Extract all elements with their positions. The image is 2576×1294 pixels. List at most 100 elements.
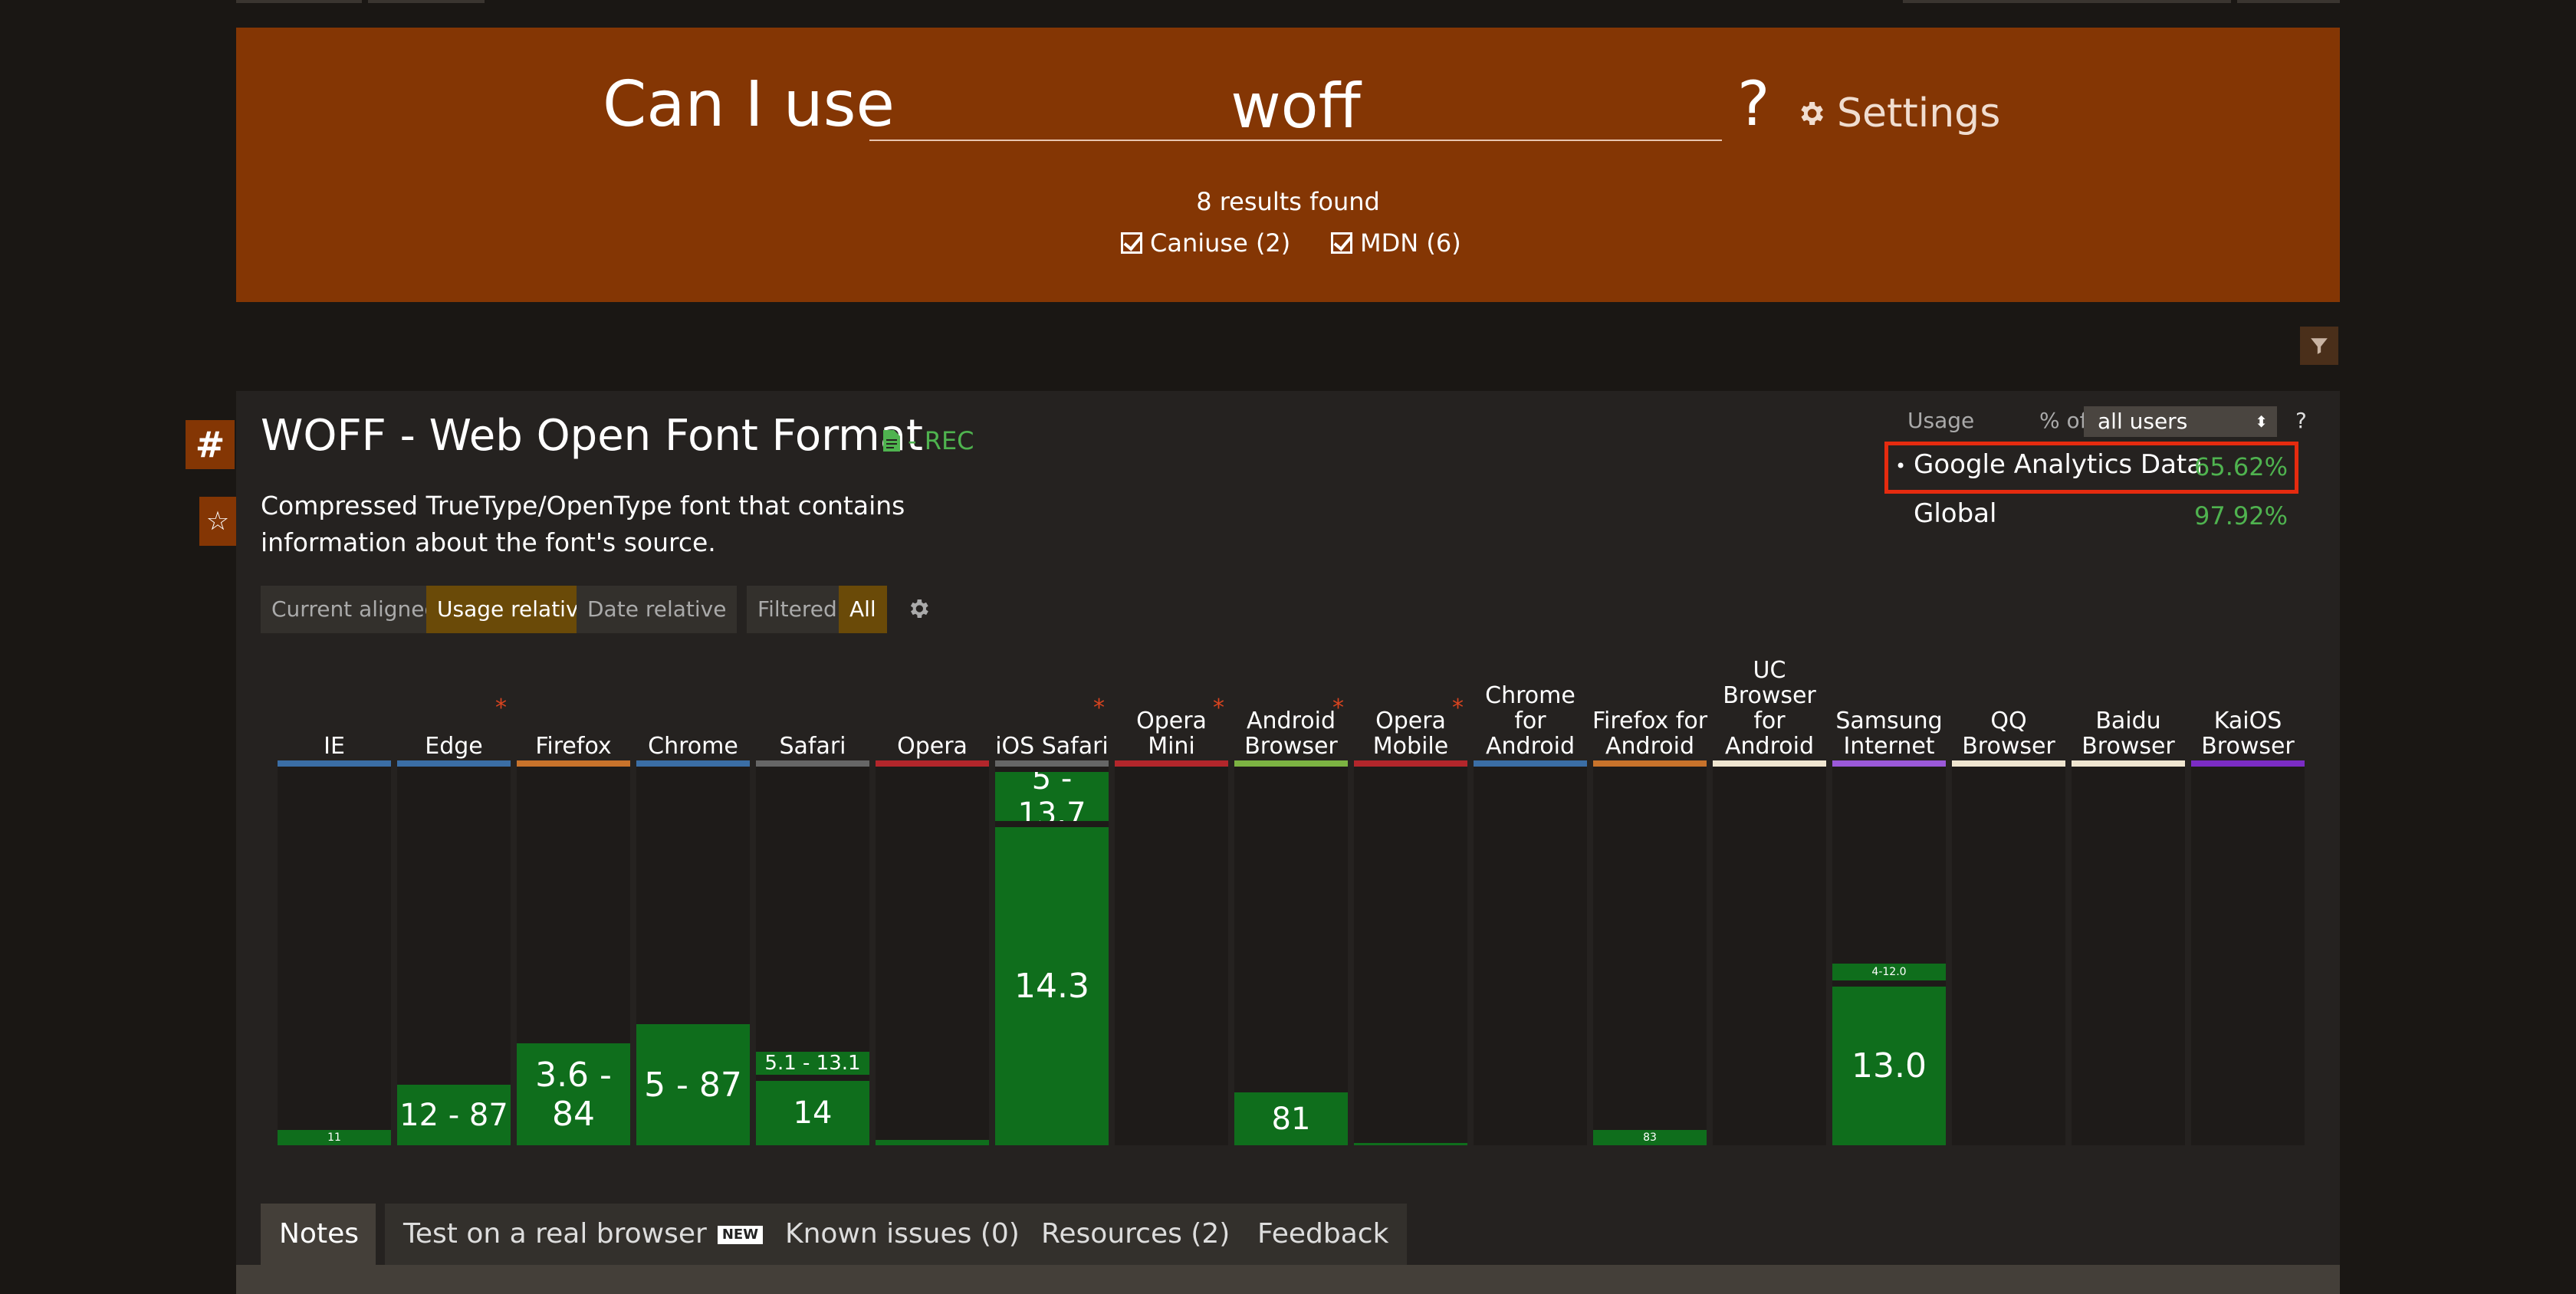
filter-mdn-label: MDN (6) bbox=[1360, 228, 1461, 258]
browser-color-line bbox=[2191, 760, 2305, 767]
tab-resources[interactable]: Resources (2) bbox=[1023, 1204, 1249, 1265]
usage-source-ga[interactable]: Google Analytics Data bbox=[1914, 449, 2203, 480]
browser-column-background bbox=[1115, 767, 1228, 1145]
browser-column: UC Browser for Android bbox=[1713, 644, 1826, 1145]
browser-name[interactable]: Edge bbox=[425, 733, 483, 760]
view-settings-gear-icon[interactable] bbox=[906, 596, 931, 624]
support-cell[interactable]: 12 - 87 bbox=[397, 1085, 511, 1145]
browser-name[interactable]: Samsung Internet bbox=[1835, 708, 1943, 760]
browser-color-line bbox=[1952, 760, 2065, 767]
browser-column: Chrome 5 - 87 bbox=[636, 644, 750, 1145]
browser-color-line bbox=[2072, 760, 2185, 767]
support-cell[interactable]: 83 bbox=[1593, 1130, 1707, 1145]
browser-name[interactable]: IE bbox=[324, 733, 345, 760]
browser-name[interactable]: QQ Browser bbox=[1962, 708, 2055, 760]
view-usage-relative[interactable]: Usage relative bbox=[426, 586, 603, 633]
browser-column-background bbox=[2072, 767, 2185, 1145]
support-cell[interactable]: 5.1 - 13.1 bbox=[756, 1052, 869, 1075]
browser-name[interactable]: Chrome for Android bbox=[1485, 682, 1576, 760]
top-nav-stub bbox=[236, 0, 362, 3]
top-nav-stub bbox=[1903, 0, 2231, 3]
support-cell[interactable]: 14 bbox=[756, 1081, 869, 1145]
tab-known-issues[interactable]: Known issues (0) bbox=[767, 1204, 1038, 1265]
tab-resources-label: Resources (2) bbox=[1041, 1218, 1230, 1250]
filter-button[interactable] bbox=[2300, 327, 2338, 365]
tab-test-real-browser[interactable]: Test on a real browser NEW bbox=[385, 1204, 782, 1265]
support-cell[interactable]: 81 bbox=[1234, 1092, 1348, 1145]
star-icon[interactable]: ☆ bbox=[199, 497, 236, 546]
browser-color-line bbox=[517, 760, 630, 767]
browser-color-line bbox=[636, 760, 750, 767]
browser-column: Firefox for Android 83 bbox=[1592, 644, 1707, 1145]
browser-name[interactable]: UC Browser for Android bbox=[1723, 657, 1816, 760]
browser-name[interactable]: Opera Mobile bbox=[1372, 708, 1449, 760]
support-cell[interactable]: 3.6 - 84 bbox=[517, 1043, 630, 1145]
filter-all[interactable]: All bbox=[839, 586, 887, 633]
browser-column-background bbox=[1713, 767, 1826, 1145]
browser-column: Opera bbox=[876, 644, 989, 1145]
tab-known-issues-label: Known issues (0) bbox=[785, 1218, 1020, 1250]
filter-caniuse-label: Caniuse (2) bbox=[1150, 228, 1291, 258]
browser-color-line bbox=[1115, 760, 1228, 767]
browser-name[interactable]: Opera bbox=[897, 733, 968, 760]
browser-color-line bbox=[1593, 760, 1707, 767]
support-cell[interactable]: 11 bbox=[278, 1130, 391, 1145]
tab-feedback[interactable]: Feedback bbox=[1239, 1204, 1408, 1265]
feature-description: Compressed TrueType/OpenType font that c… bbox=[261, 491, 905, 557]
browser-name[interactable]: Firefox for Android bbox=[1592, 708, 1708, 760]
browser-name[interactable]: Safari bbox=[779, 733, 846, 760]
view-current-aligned[interactable]: Current aligned bbox=[261, 586, 449, 633]
browser-column: Chrome for Android bbox=[1474, 644, 1587, 1145]
filter-caniuse-checkbox[interactable]: Caniuse (2) bbox=[1121, 228, 1290, 258]
usage-help[interactable]: ? bbox=[2295, 408, 2307, 433]
browser-column: KaiOS Browser bbox=[2191, 644, 2305, 1145]
browser-name[interactable]: Firefox bbox=[535, 733, 612, 760]
settings-button[interactable]: Settings bbox=[1796, 90, 2001, 136]
browser-color-line bbox=[1832, 760, 1946, 767]
browser-column: Opera Mobile * bbox=[1354, 644, 1467, 1145]
view-date-relative[interactable]: Date relative bbox=[577, 586, 738, 633]
top-nav-stub bbox=[368, 0, 485, 3]
permalink-hash-button[interactable]: # bbox=[186, 420, 235, 469]
support-cell[interactable]: 14.3 bbox=[995, 827, 1109, 1145]
filter-filtered[interactable]: Filtered bbox=[747, 586, 848, 633]
spec-status[interactable]: - REC bbox=[883, 426, 974, 455]
bullet-icon: • bbox=[1895, 455, 1907, 477]
asterisk-icon: * bbox=[1452, 695, 1464, 721]
search-input[interactable] bbox=[869, 72, 1722, 141]
browser-column: iOS Safari * 14.3 5 - 13.7 bbox=[995, 644, 1109, 1145]
browser-name[interactable]: Baidu Browser bbox=[2082, 708, 2175, 760]
usage-value-global: 97.92% bbox=[2194, 501, 2288, 530]
select-arrows-icon: ⬍ bbox=[2255, 412, 2268, 431]
browser-color-line bbox=[397, 760, 511, 767]
new-badge: NEW bbox=[717, 1226, 764, 1244]
browser-name[interactable]: KaiOS Browser bbox=[2201, 708, 2295, 760]
support-cell[interactable]: 13.0 bbox=[1832, 987, 1946, 1145]
settings-label: Settings bbox=[1837, 90, 2001, 136]
search-header: Can I use ? Settings 8 results found Can… bbox=[236, 28, 2340, 302]
browser-name[interactable]: iOS Safari bbox=[995, 733, 1109, 760]
browser-column-background bbox=[397, 767, 511, 1145]
support-cell[interactable] bbox=[1354, 1143, 1467, 1145]
spec-status-label: - REC bbox=[908, 426, 974, 455]
funnel-icon bbox=[2311, 338, 2328, 354]
support-cell[interactable]: 5 - 87 bbox=[636, 1024, 750, 1145]
support-cell[interactable]: 4-12.0 bbox=[1832, 964, 1946, 980]
usage-source-global[interactable]: Global bbox=[1914, 498, 1997, 529]
tab-notes-label: Notes bbox=[279, 1218, 359, 1250]
browser-column: Edge * 12 - 87 bbox=[397, 644, 511, 1145]
browser-column: Android Browser * 81 bbox=[1234, 644, 1348, 1145]
browser-column-background bbox=[278, 767, 391, 1145]
support-cell[interactable]: 5 - 13.7 bbox=[995, 772, 1109, 821]
browser-column: Firefox 3.6 - 84 bbox=[517, 644, 630, 1145]
tab-content bbox=[236, 1265, 2340, 1294]
usage-pct-of-label: % of bbox=[2039, 408, 2088, 433]
browser-name[interactable]: Android Browser bbox=[1244, 708, 1338, 760]
filter-mdn-checkbox[interactable]: MDN (6) bbox=[1331, 228, 1461, 258]
support-cell[interactable] bbox=[876, 1140, 989, 1145]
browser-name[interactable]: Opera Mini bbox=[1136, 708, 1207, 760]
browser-name[interactable]: Chrome bbox=[648, 733, 738, 760]
tab-notes[interactable]: Notes bbox=[261, 1204, 376, 1265]
users-select[interactable]: all users ⬍ bbox=[2084, 406, 2277, 437]
asterisk-icon: * bbox=[1093, 695, 1105, 721]
